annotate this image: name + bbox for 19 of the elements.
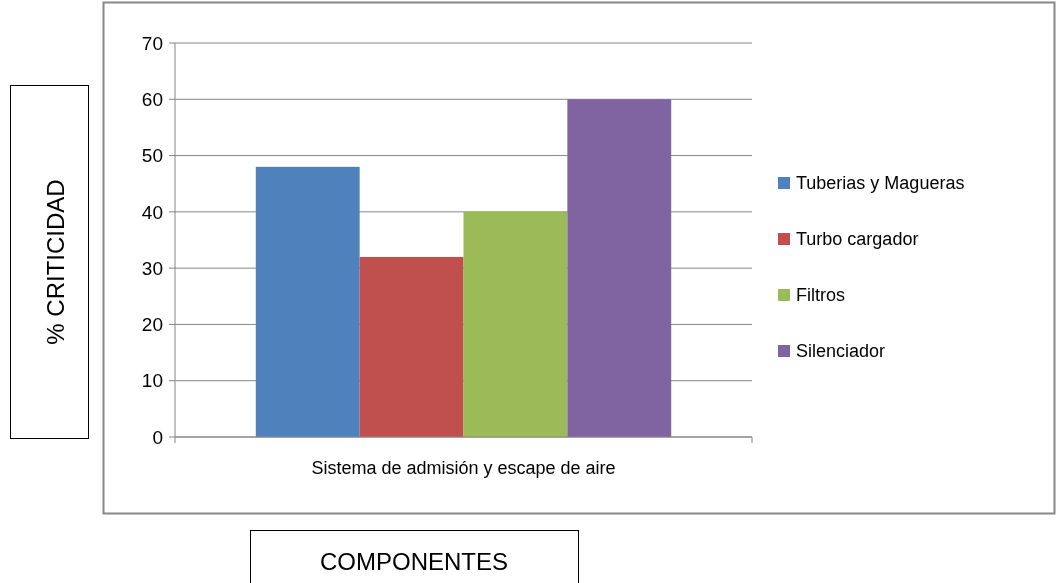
y-tick-label: 70: [141, 32, 163, 54]
x-tick-label: Sistema de admisión y escape de aire: [311, 458, 616, 478]
x-axis-title: COMPONENTES: [319, 548, 509, 576]
y-axis-title: % CRITICIDAD: [42, 179, 70, 345]
bar: [567, 99, 672, 437]
legend-label: Turbo cargador: [796, 229, 919, 250]
y-tick-label: 60: [141, 88, 163, 110]
legend-label: Filtros: [796, 285, 845, 306]
y-tick-label: 30: [141, 257, 163, 279]
y-tick-label: 50: [141, 145, 163, 167]
legend-label: Tuberias y Magueras: [796, 173, 965, 194]
y-tick-label: 20: [141, 314, 163, 336]
y-tick-label: 40: [141, 201, 163, 223]
y-tick-label: 0: [152, 426, 163, 448]
bar: [255, 166, 360, 437]
y-tick-label: 10: [141, 370, 163, 392]
bar: [463, 211, 568, 437]
bar: [359, 256, 464, 437]
legend-label: Silenciador: [796, 341, 886, 362]
